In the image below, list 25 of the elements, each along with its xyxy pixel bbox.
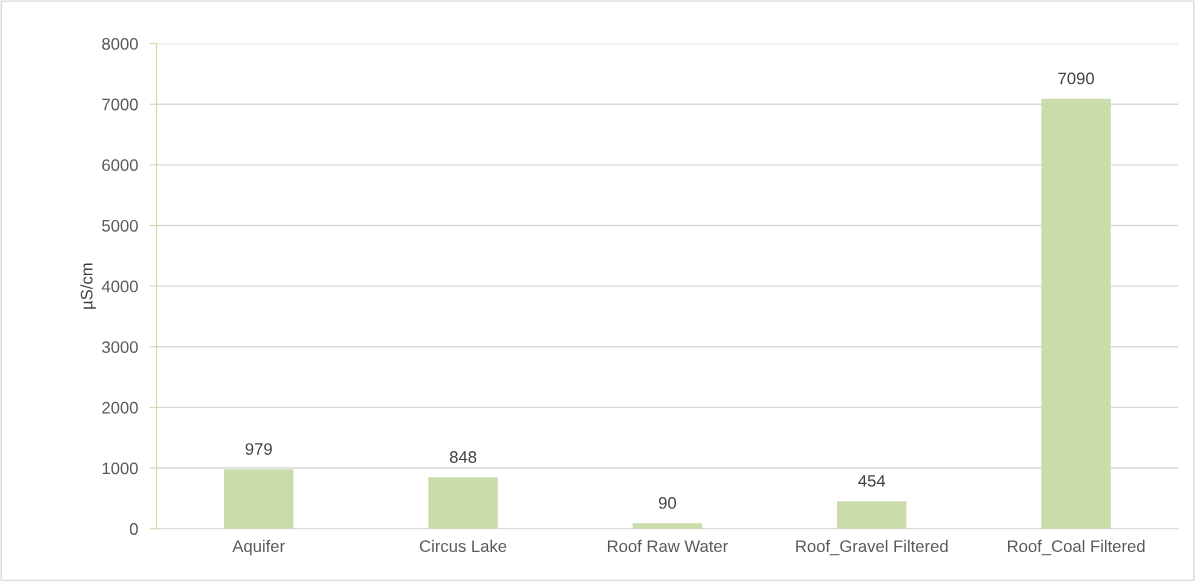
y-tick-label: 3000 [102,341,138,353]
y-tick-label: 0 [129,523,138,535]
y-tick-label: 1000 [102,462,138,475]
data-label: 848 [449,451,477,463]
data-label: 7090 [1058,72,1094,85]
y-tick-label: 6000 [102,159,138,172]
y-tick-label: 7000 [102,98,138,111]
bar [1041,98,1111,529]
data-label: 454 [858,475,886,487]
bar [223,469,294,529]
y-tick-label: 5000 [102,219,138,232]
y-tick-label: 2000 [102,401,138,414]
x-tick-label: Roof Raw Water [607,539,728,553]
bar [632,523,703,529]
bar [428,477,498,529]
y-tick-label: 4000 [101,280,138,293]
y-axis-title: µS/cm [80,263,96,309]
x-tick-label: Aquifer [232,539,285,556]
x-tick-label: Circus Lake [419,539,507,553]
x-tick-label: Roof_Gravel Filtered [796,539,948,556]
data-label: 90 [658,497,677,509]
x-tick-label: Roof_Coal Filtered [1007,539,1145,556]
data-label: 979 [245,443,272,455]
y-tick-label: 8000 [102,37,138,50]
bar [837,501,907,529]
